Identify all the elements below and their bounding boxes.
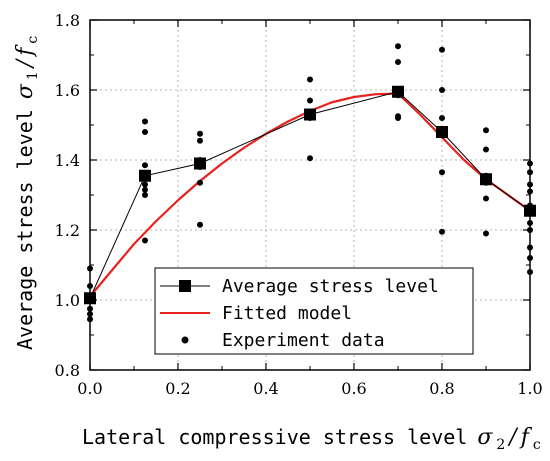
experiment-point — [439, 132, 445, 139]
experiment-point — [142, 129, 148, 135]
x-axis-symbol-sub: 2 — [496, 437, 505, 453]
y-axis-symbol-slash: / — [13, 57, 38, 69]
experiment-point — [307, 155, 313, 162]
legend-average-marker — [179, 280, 191, 292]
legend-experiment-marker — [181, 336, 189, 344]
experiment-point — [142, 186, 148, 193]
experiment-point — [142, 181, 148, 188]
svg-text:Average stress level σ: Average stress level σ 1 / f c — [13, 36, 41, 350]
fitted-model-curve — [89, 92, 531, 298]
experiment-point — [197, 130, 203, 137]
experiment-point — [197, 179, 203, 186]
experiment-point — [483, 230, 489, 237]
legend-box — [154, 267, 474, 355]
experiment-point — [439, 46, 445, 53]
experiment-point — [483, 179, 489, 186]
legend-average-label: Average stress level — [222, 276, 439, 297]
y-tick-label: 0.8 — [55, 361, 80, 380]
axis-ticks — [89, 19, 531, 371]
y-axis-symbol-denominator: f — [13, 44, 38, 58]
y-tick-label: 1.8 — [55, 11, 80, 30]
experiment-point — [197, 157, 203, 163]
y-axis-symbol: σ — [13, 83, 38, 99]
experiment-point — [483, 172, 489, 179]
x-tick-label: 0.6 — [341, 379, 366, 398]
experiment-point — [395, 115, 401, 121]
average-marker — [480, 173, 492, 186]
y-axis-label: Average stress level — [13, 109, 37, 350]
x-tick-label: 0.4 — [253, 379, 278, 398]
experiment-point — [483, 195, 489, 202]
experiment-point — [483, 127, 489, 134]
y-tick-labels: 0.8 1.0 1.2 1.4 1.6 1.8 — [55, 11, 80, 380]
experiment-point — [395, 59, 401, 65]
experiment-point — [142, 237, 148, 244]
x-axis-label: Lateral compressive stress level — [82, 425, 467, 449]
experiment-point — [395, 92, 401, 99]
legend: Average stress level Fitted model Experi… — [154, 267, 474, 355]
x-axis-symbol: σ — [477, 425, 493, 450]
x-axis-title: Lateral compressive stress level σ 2 / f… — [82, 425, 541, 453]
experiment-point — [142, 162, 148, 169]
y-axis-symbol-sub: 1 — [25, 71, 41, 80]
experiment-point — [197, 164, 203, 170]
x-axis-symbol-denominator: f — [519, 425, 533, 450]
legend-experiment-label: Experiment data — [222, 330, 385, 351]
svg-text:Lateral compressive stress lev: Lateral compressive stress level σ 2 / f… — [82, 425, 541, 453]
x-tick-label: 0.0 — [77, 379, 102, 398]
experiment-point — [395, 43, 401, 50]
average-line-layer — [84, 85, 536, 305]
y-tick-label: 1.0 — [55, 291, 80, 310]
experiment-point — [142, 172, 148, 179]
x-axis-symbol-slash: / — [507, 425, 519, 450]
experiment-point — [439, 228, 445, 235]
y-tick-label: 1.6 — [55, 81, 80, 100]
average-marker — [194, 157, 206, 170]
experiment-point — [439, 87, 445, 93]
experiment-point — [197, 137, 203, 144]
y-tick-label: 1.4 — [55, 151, 80, 170]
experiment-point — [483, 146, 489, 153]
experiment-point — [197, 221, 203, 228]
experiment-point — [307, 115, 313, 121]
fitted-curve-layer — [89, 92, 531, 298]
x-tick-label: 1.0 — [517, 379, 542, 398]
experiment-point — [142, 118, 148, 125]
experiment-point — [439, 169, 445, 176]
y-axis-symbol-denominator-sub: c — [25, 36, 41, 44]
experiment-point — [307, 97, 313, 104]
experiment-point — [307, 76, 313, 83]
x-tick-label: 0.2 — [165, 379, 190, 398]
x-tick-labels: 0.0 0.2 0.4 0.6 0.8 1.0 — [77, 379, 542, 398]
experiment-point — [307, 109, 313, 116]
y-tick-label: 1.2 — [55, 221, 80, 240]
x-tick-label: 0.8 — [429, 379, 454, 398]
y-axis-title: Average stress level σ 1 / f c — [13, 36, 41, 350]
experiment-point — [142, 192, 148, 198]
experiment-point — [439, 115, 445, 121]
average-marker — [436, 126, 448, 138]
x-axis-symbol-denominator-sub: c — [533, 437, 541, 453]
legend-fitted-label: Fitted model — [222, 303, 352, 324]
experiment-point — [395, 87, 401, 93]
average-stress-line — [89, 91, 531, 299]
